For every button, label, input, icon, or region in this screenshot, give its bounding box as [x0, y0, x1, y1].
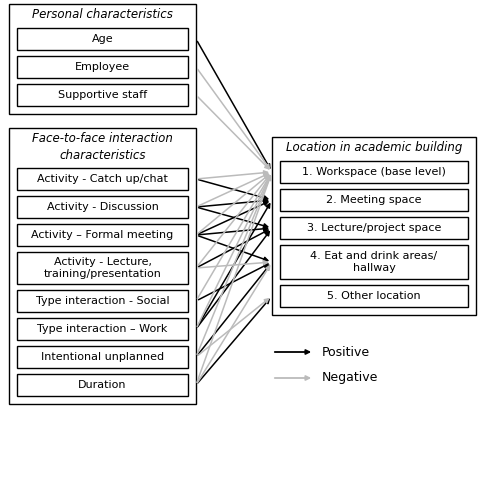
- Bar: [280, 285, 468, 307]
- Text: Type interaction – Work: Type interaction – Work: [37, 324, 168, 334]
- Text: Age: Age: [92, 34, 113, 44]
- Text: 5. Other location: 5. Other location: [327, 291, 421, 301]
- Text: Activity - Lecture,
training/presentation: Activity - Lecture, training/presentatio…: [43, 257, 161, 279]
- Bar: [272, 137, 476, 315]
- Bar: [17, 252, 188, 284]
- Bar: [17, 84, 188, 106]
- Text: Activity – Formal meeting: Activity – Formal meeting: [31, 230, 174, 240]
- Text: Negative: Negative: [322, 372, 378, 384]
- Text: Face-to-face interaction
characteristics: Face-to-face interaction characteristics: [32, 132, 173, 162]
- Text: Activity - Catch up/chat: Activity - Catch up/chat: [37, 174, 168, 184]
- Bar: [17, 196, 188, 218]
- Text: Employee: Employee: [75, 62, 130, 72]
- Text: 1. Workspace (base level): 1. Workspace (base level): [302, 167, 446, 177]
- Bar: [280, 161, 468, 183]
- Bar: [17, 290, 188, 312]
- Text: Personal characteristics: Personal characteristics: [32, 8, 173, 21]
- Text: 3. Lecture/project space: 3. Lecture/project space: [307, 223, 441, 233]
- Bar: [280, 189, 468, 211]
- Text: Intentional unplanned: Intentional unplanned: [41, 352, 164, 362]
- Bar: [17, 374, 188, 396]
- Bar: [17, 318, 188, 340]
- Bar: [17, 168, 188, 190]
- Text: Type interaction - Social: Type interaction - Social: [36, 296, 169, 306]
- Text: Activity - Discussion: Activity - Discussion: [47, 202, 159, 212]
- Text: 4. Eat and drink areas/
hallway: 4. Eat and drink areas/ hallway: [310, 251, 438, 273]
- Text: 2. Meeting space: 2. Meeting space: [326, 195, 422, 205]
- Bar: [280, 217, 468, 239]
- Bar: [17, 56, 188, 78]
- Bar: [17, 28, 188, 50]
- Text: Positive: Positive: [322, 346, 370, 358]
- Bar: [9, 4, 196, 114]
- Text: Duration: Duration: [78, 380, 127, 390]
- Text: Location in academic building: Location in academic building: [286, 141, 462, 154]
- Bar: [17, 224, 188, 246]
- Text: Supportive staff: Supportive staff: [58, 90, 147, 100]
- Bar: [280, 245, 468, 279]
- Bar: [17, 346, 188, 368]
- Bar: [9, 128, 196, 404]
